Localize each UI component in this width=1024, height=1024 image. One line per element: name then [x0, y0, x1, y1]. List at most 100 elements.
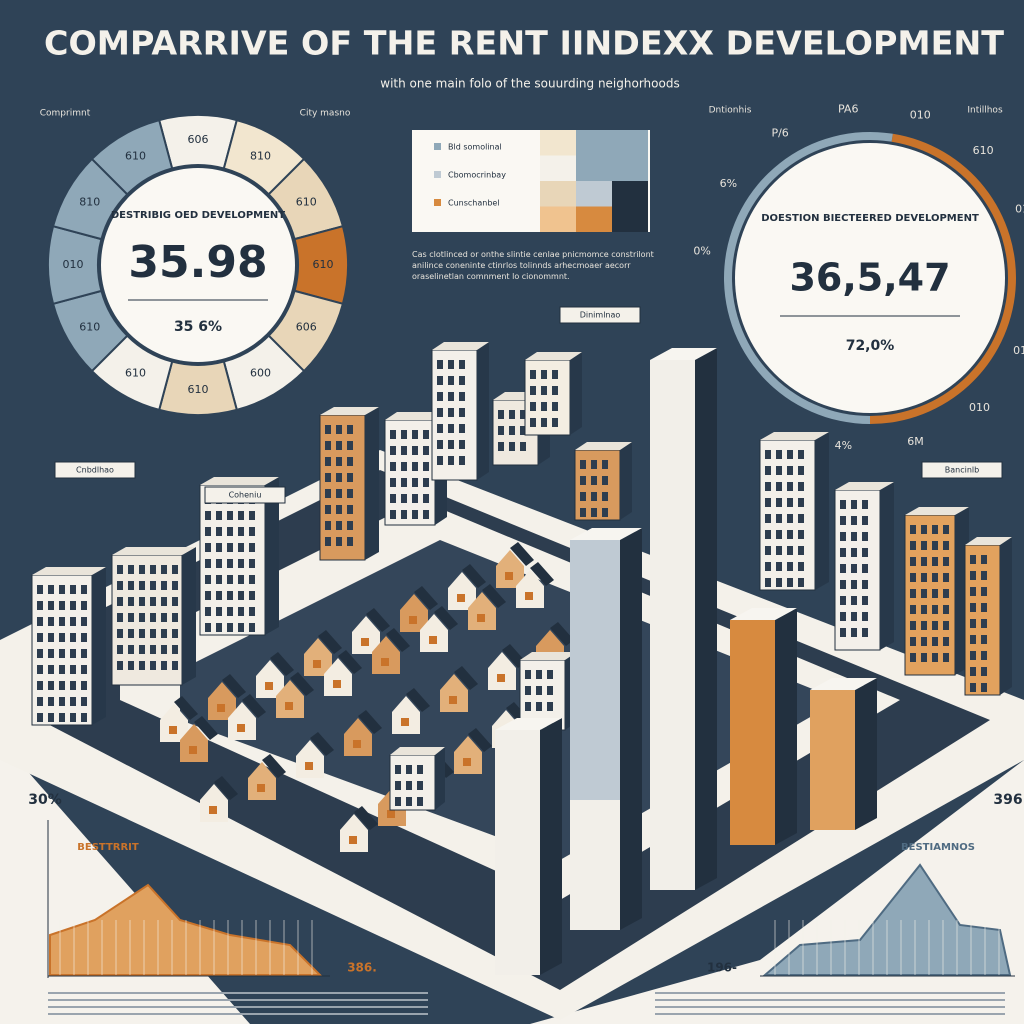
- house: [352, 616, 380, 654]
- window: [139, 629, 145, 638]
- window: [776, 578, 782, 587]
- window: [59, 617, 65, 626]
- dial-percent: 72,0%: [846, 338, 895, 354]
- window: [787, 482, 793, 491]
- legend-cell: [540, 181, 576, 207]
- window: [580, 476, 586, 485]
- window: [970, 635, 976, 644]
- window: [325, 537, 331, 546]
- window: [851, 612, 857, 621]
- window: [139, 565, 145, 574]
- window: [981, 571, 987, 580]
- legend-cell: [540, 155, 576, 181]
- window: [412, 462, 418, 471]
- window: [249, 607, 255, 616]
- building-side: [182, 547, 196, 685]
- legend-swatch: [434, 171, 441, 178]
- bar-side: [855, 678, 877, 830]
- window: [128, 613, 134, 622]
- window: [776, 482, 782, 491]
- bar-top: [730, 608, 797, 620]
- window: [347, 473, 353, 482]
- legend-item: Bld somolinal: [448, 143, 502, 152]
- window: [117, 629, 123, 638]
- dial-tick: 6M: [907, 435, 924, 448]
- window: [70, 601, 76, 610]
- window: [336, 473, 342, 482]
- window: [117, 597, 123, 606]
- building-top: [390, 747, 445, 755]
- building-top: [200, 477, 279, 485]
- window: [172, 613, 178, 622]
- window: [336, 505, 342, 514]
- window: [412, 510, 418, 519]
- callout-box: [204, 486, 286, 504]
- roof: [338, 806, 378, 830]
- building-top: [835, 482, 894, 490]
- roof: [342, 710, 382, 734]
- window: [530, 370, 536, 379]
- window: [390, 494, 396, 503]
- window: [765, 530, 771, 539]
- bar-side: [695, 348, 717, 890]
- window: [401, 510, 407, 519]
- building-side: [620, 442, 632, 520]
- segment-label: 610: [188, 383, 209, 396]
- window: [37, 665, 43, 674]
- window: [117, 613, 123, 622]
- label: Comprimnt: [40, 109, 91, 119]
- window: [520, 426, 526, 435]
- window: [412, 494, 418, 503]
- house: [488, 652, 516, 690]
- house: [248, 762, 276, 800]
- window: [336, 489, 342, 498]
- window: [412, 446, 418, 455]
- house: [400, 594, 428, 632]
- window: [910, 637, 916, 646]
- window: [776, 498, 782, 507]
- window: [580, 492, 586, 501]
- window: [981, 603, 987, 612]
- window: [970, 651, 976, 660]
- text-line: [655, 1006, 1005, 1008]
- title: COMPARRIVE OF THE RENT IINDEXX DEVELOPME…: [44, 24, 1004, 63]
- window: [448, 360, 454, 369]
- roof: [206, 674, 246, 698]
- window: [161, 613, 167, 622]
- window: [70, 681, 76, 690]
- window: [150, 645, 156, 654]
- window: [437, 360, 443, 369]
- building-top: [525, 352, 582, 360]
- window: [216, 575, 222, 584]
- house: [160, 704, 188, 742]
- window: [765, 562, 771, 571]
- window: [401, 494, 407, 503]
- window: [238, 559, 244, 568]
- window: [862, 612, 868, 621]
- window: [787, 530, 793, 539]
- window: [981, 555, 987, 564]
- window: [48, 681, 54, 690]
- window: [305, 762, 313, 770]
- window: [497, 674, 505, 682]
- window: [862, 564, 868, 573]
- window: [798, 514, 804, 523]
- window: [862, 500, 868, 509]
- legend-cell: [612, 206, 648, 232]
- window: [150, 581, 156, 590]
- roof: [226, 694, 266, 718]
- window: [932, 557, 938, 566]
- window: [591, 460, 597, 469]
- legend-swatch: [434, 143, 441, 150]
- window: [336, 521, 342, 530]
- legend-cell: [576, 181, 612, 207]
- window: [509, 426, 515, 435]
- window: [81, 585, 87, 594]
- window: [765, 578, 771, 587]
- window: [70, 713, 76, 722]
- window: [347, 441, 353, 450]
- window: [840, 612, 846, 621]
- window: [249, 575, 255, 584]
- window: [70, 697, 76, 706]
- window: [921, 525, 927, 534]
